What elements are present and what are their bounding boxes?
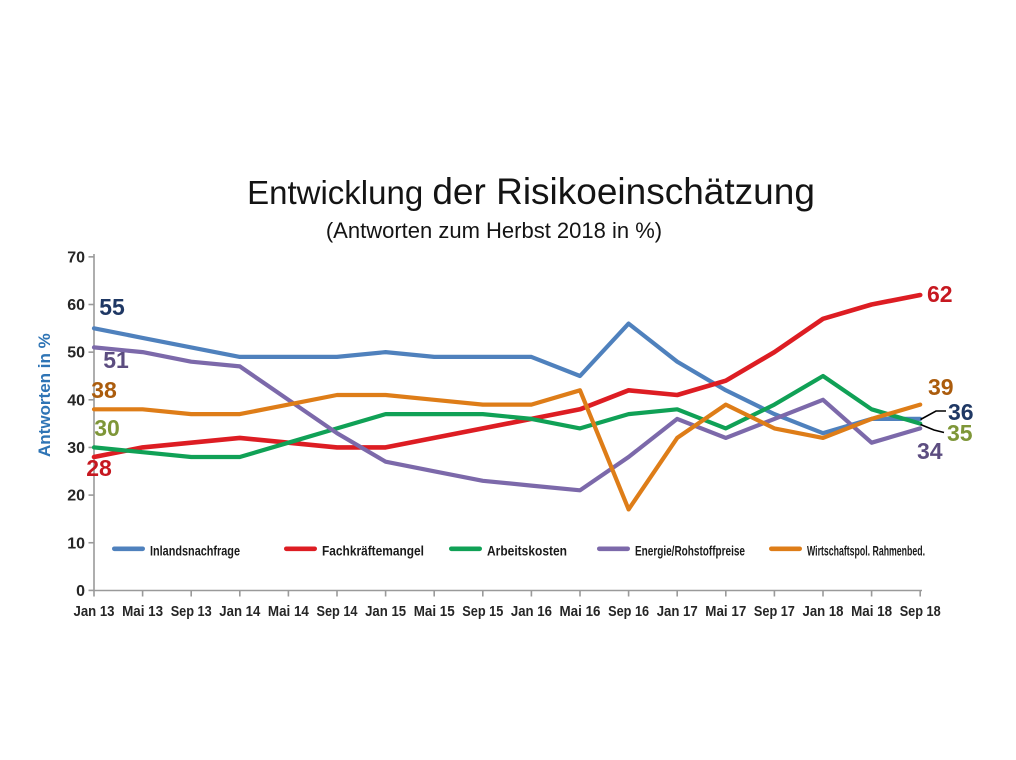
series-line-1 [91, 292, 923, 460]
series-line-4 [91, 388, 923, 512]
series-end-value-label: 34 [917, 438, 943, 464]
series-start-value-label: 55 [99, 294, 125, 320]
y-tick-label: 50 [67, 345, 85, 362]
series-start-value-label: 51 [103, 347, 129, 373]
y-tick-label: 70 [67, 249, 85, 266]
legend-label: Wirtschaftspol. Rahmenbed. [807, 543, 925, 559]
legend-label: Inlandsnachfrage [150, 543, 240, 559]
chart-title: Entwicklung der Risikoeinschätzung [23, 171, 1016, 213]
legend-label: Fachkräftemangel [322, 543, 424, 559]
y-tick-label: 20 [67, 488, 85, 505]
y-axis-title: Antworten in % [35, 333, 54, 457]
series-line-3 [91, 345, 923, 493]
series-start-value-label: 28 [86, 455, 112, 481]
series-end-value-label: 39 [928, 374, 954, 400]
x-tick-label: Jan 14 [219, 603, 261, 620]
series-end-value-label: 35 [947, 420, 973, 446]
x-tick-label: Mai 18 [851, 603, 892, 620]
x-tick-label: Sep 16 [608, 603, 649, 620]
legend-swatch [769, 546, 802, 552]
x-tick-label: Jan 18 [803, 603, 844, 620]
end-label-leader-line [920, 423, 945, 434]
y-tick-label: 60 [67, 297, 85, 314]
y-tick-label: 10 [67, 535, 85, 552]
series-end-value-label: 62 [927, 281, 953, 307]
chart-title-part-2: der Risikoeinschätzung [432, 171, 815, 212]
series-line-2 [91, 373, 923, 460]
x-tick-label: Jan 13 [74, 603, 115, 620]
series-end-value-label: 36 [948, 399, 974, 425]
legend-swatch [112, 546, 145, 552]
y-tick-label: 0 [76, 583, 85, 600]
x-tick-label: Mai 15 [414, 603, 455, 620]
x-tick-label: Mai 16 [560, 603, 601, 620]
x-tick-label: Sep 13 [171, 603, 212, 620]
x-tick-label: Sep 14 [317, 603, 359, 620]
x-tick-label: Mai 14 [268, 603, 310, 620]
x-tick-label: Sep 18 [900, 603, 941, 620]
x-tick-label: Jan 15 [365, 603, 406, 620]
legend-swatch [449, 546, 482, 552]
legend-swatch [597, 546, 630, 552]
x-tick-label: Mai 17 [705, 603, 746, 620]
legend-label: Arbeitskosten [487, 543, 567, 559]
series-start-value-label: 30 [94, 415, 120, 441]
end-label-leader-line [920, 410, 946, 421]
x-tick-label: Mai 13 [122, 603, 163, 620]
x-tick-label: Sep 15 [462, 603, 503, 620]
legend-swatch [284, 546, 317, 552]
series-start-value-label: 38 [91, 377, 117, 403]
legend-label: Energie/Rohstoffpreise [635, 543, 745, 559]
chart-title-part-1: Entwicklung [247, 174, 433, 211]
x-tick-label: Sep 17 [754, 603, 795, 620]
x-tick-label: Jan 16 [511, 603, 552, 620]
y-tick-label: 30 [67, 440, 85, 457]
chart-subtitle: (Antworten zum Herbst 2018 in %) [325, 218, 663, 243]
x-tick-label: Jan 17 [657, 603, 698, 620]
y-tick-label: 40 [67, 392, 85, 409]
